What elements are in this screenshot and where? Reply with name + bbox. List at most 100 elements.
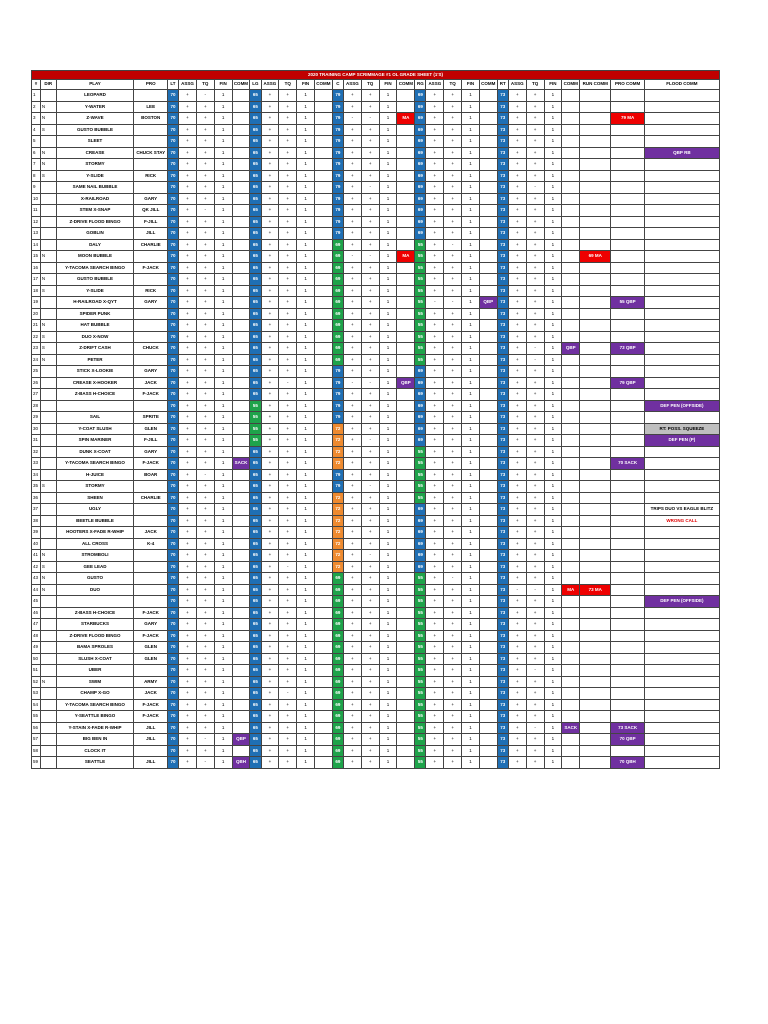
pro-comment (610, 537, 645, 550)
lt-finish: 1 (213, 756, 233, 769)
lg-grade: 65 (249, 457, 262, 470)
c-grade: 72 (331, 491, 344, 504)
rg-comment (478, 744, 498, 757)
lt-technique: + (195, 353, 215, 366)
rg-assignment: + (425, 629, 445, 642)
column-header: COMM (561, 79, 581, 90)
lg-technique: + (278, 514, 298, 527)
lg-technique: + (278, 572, 298, 585)
rg-assignment: + (425, 89, 445, 102)
c-assignment: + (342, 756, 362, 769)
lg-finish: 1 (296, 411, 315, 424)
run-comment (579, 273, 612, 286)
table-row: 26 CREASE X-HOOKER JACK 70 + +1 65 + -1 79- -1 QBP 6… (31, 376, 721, 389)
lt-technique: + (195, 399, 215, 412)
flood-comment (643, 480, 721, 493)
rt-finish: 1 (543, 744, 563, 757)
rt-finish: 1 (543, 89, 563, 102)
lt-assignment: + (178, 123, 197, 136)
lt-assignment: + (178, 468, 197, 481)
rg-finish: 1 (461, 411, 480, 424)
lt-technique: + (195, 641, 215, 654)
play-number: 51 (31, 664, 41, 677)
pro-comment (610, 549, 645, 562)
c-technique: + (360, 641, 380, 654)
c-grade: 79 (331, 480, 344, 493)
flood-comment (643, 135, 721, 148)
rt-assignment: + (507, 491, 527, 504)
rt-comment (561, 572, 581, 585)
play-name: DUO (55, 583, 135, 596)
protection: GARY (133, 445, 168, 458)
run-comment (579, 744, 612, 757)
rt-assignment: + (507, 422, 527, 435)
lt-grade: 70 (166, 537, 180, 550)
rt-grade: 73 (496, 606, 509, 619)
lt-grade: 70 (166, 549, 180, 562)
play-name: H-JUICE (55, 468, 135, 481)
c-assignment: + (342, 687, 362, 700)
c-finish: 1 (378, 629, 398, 642)
c-technique: + (360, 100, 380, 113)
lg-grade: 65 (249, 744, 262, 757)
c-comment (396, 572, 416, 585)
flood-comment (643, 376, 721, 389)
rt-technique: + (525, 296, 545, 309)
lt-assignment: + (178, 319, 197, 332)
rg-technique: + (443, 675, 463, 688)
lt-finish: 1 (213, 641, 233, 654)
rt-grade: 73 (496, 560, 509, 573)
protection (133, 89, 168, 102)
rg-comment (478, 514, 498, 527)
lg-comment (313, 710, 333, 723)
lg-technique: + (278, 215, 298, 228)
flood-comment (643, 687, 721, 700)
lt-grade: 70 (166, 307, 180, 320)
rt-grade: 73 (496, 399, 509, 412)
rt-comment (561, 123, 581, 136)
c-finish: 1 (378, 388, 398, 401)
rt-comment (561, 261, 581, 274)
column-header: FIN (378, 79, 398, 90)
lt-finish: 1 (213, 192, 233, 205)
lt-comment (231, 158, 251, 171)
run-comment (579, 549, 612, 562)
lt-assignment: + (178, 376, 197, 389)
rg-finish: 1 (461, 376, 480, 389)
protection: CHUCK STAY (133, 146, 168, 159)
column-header: ASSG (260, 79, 280, 90)
lt-assignment: + (178, 560, 197, 573)
play-number: 1 (31, 89, 41, 102)
play-direction (39, 215, 57, 228)
lg-finish: 1 (296, 537, 315, 550)
column-header: RUN COMM (579, 79, 612, 90)
lg-assignment: + (260, 537, 280, 550)
rg-finish: 1 (461, 503, 480, 516)
lg-assignment: + (260, 376, 280, 389)
table-row: 48 Z-DRIVE FLOOD BINGO F-JACK 70 + +1 65 + +1 69 +… (31, 629, 721, 642)
flood-comment (643, 342, 721, 355)
lg-assignment: + (260, 100, 280, 113)
rg-comment (478, 388, 498, 401)
lg-technique: + (278, 422, 298, 435)
table-row: 35 S STORMY 70 + +1 65 + +1 79 + -1 55 + +1 73 + +1 (31, 480, 721, 493)
lt-technique: + (195, 445, 215, 458)
rg-grade: 55 (414, 284, 427, 297)
rt-technique: + (525, 192, 545, 205)
lg-technique: + (278, 204, 298, 217)
lg-comment (313, 250, 333, 263)
play-number: 30 (31, 422, 41, 435)
play-name: STROMBOLI (55, 549, 135, 562)
rg-finish: 1 (461, 181, 480, 194)
play-name: Y-SEATTLE BINGO (55, 710, 135, 723)
protection: K-4 (133, 537, 168, 550)
run-comment: 73 MA (579, 583, 612, 596)
c-finish: 1 (378, 641, 398, 654)
play-name: STORMY (55, 158, 135, 171)
play-number: 20 (31, 307, 41, 320)
rt-comment (561, 169, 581, 182)
lg-grade: 65 (249, 284, 262, 297)
rt-grade: 73 (496, 365, 509, 378)
rg-technique: - (443, 572, 463, 585)
c-finish: 1 (378, 733, 398, 746)
